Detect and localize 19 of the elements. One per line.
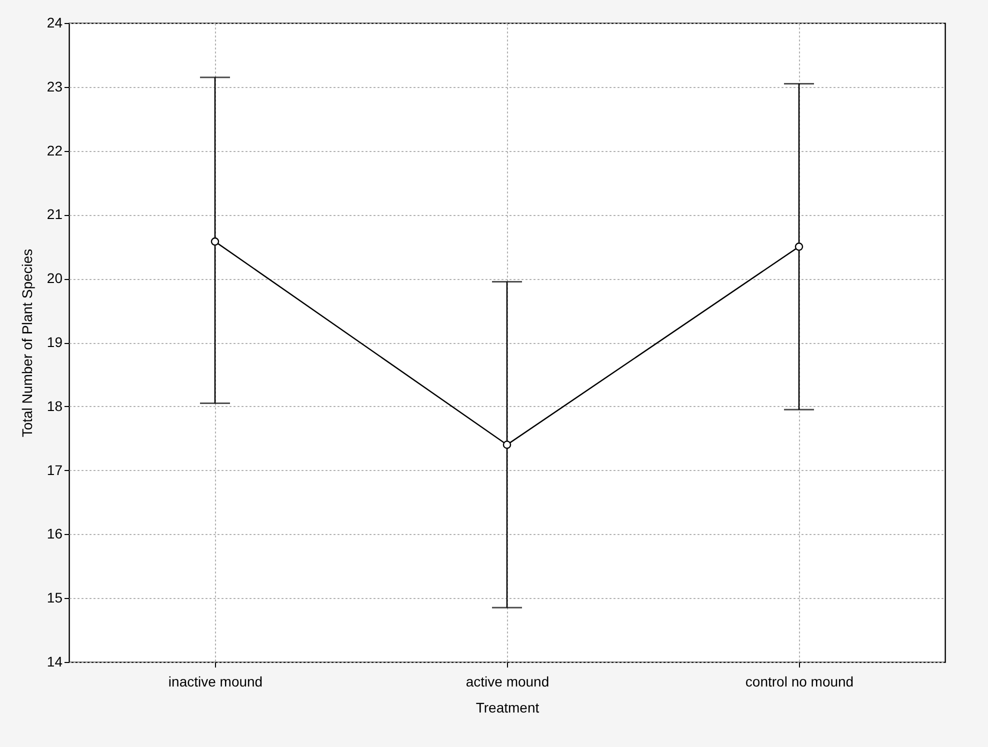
x-tick-label: inactive mound: [168, 674, 263, 690]
x-tick-label: control no mound: [745, 674, 854, 690]
point: [502, 440, 512, 449]
y-tick-label: 23: [46, 78, 63, 94]
y-tick-label: 20: [46, 270, 63, 286]
y-tick-label: 22: [46, 142, 63, 158]
y-tick-label: 21: [46, 206, 63, 222]
y-axis-title: Total Number of Plant Species: [18, 248, 35, 438]
point: [794, 242, 804, 251]
y-tick-label: 17: [46, 462, 63, 478]
y-tick-label: 18: [46, 398, 63, 414]
y-tick-label: 16: [46, 526, 63, 542]
point: [210, 237, 220, 246]
x-axis-title: Treatment: [476, 700, 540, 716]
y-tick-label: 15: [46, 590, 63, 606]
x-tick-label: active mound: [466, 674, 550, 690]
y-tick-label: 24: [46, 14, 63, 30]
y-tick-label: 14: [46, 654, 63, 670]
y-tick-label: 19: [46, 334, 63, 350]
